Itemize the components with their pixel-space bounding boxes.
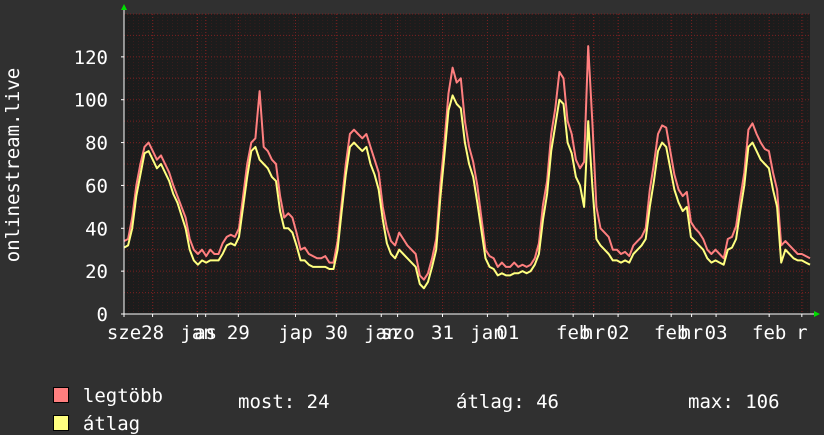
series-line-avg — [123, 94, 811, 290]
y-tick-labels: 0 20 40 60 80 100 120 — [74, 47, 108, 326]
legend-label-avg: átlag — [82, 413, 141, 435]
x-tick-label: feb — [556, 322, 590, 344]
x-tick-label: 01 — [496, 322, 519, 344]
x-tick-label: 30 — [325, 322, 348, 344]
legend-item-avg: átlag — [30, 391, 140, 435]
x-tick-label: jan — [180, 322, 214, 344]
y-tick-label: 100 — [74, 90, 108, 112]
legend-item-max: legtöbb — [30, 363, 163, 407]
x-tick-label: feb — [752, 322, 786, 344]
x-tick-label: feb — [654, 322, 688, 344]
y-tick-label: 20 — [85, 261, 108, 283]
x-tick-label: jan — [470, 322, 504, 344]
x-tick-label: r — [796, 322, 807, 344]
x-tick-label: 02 — [607, 322, 630, 344]
x-axis-arrow — [814, 311, 820, 317]
x-tick-label: hr — [680, 322, 703, 344]
axes — [121, 4, 820, 317]
series-line-max — [123, 45, 811, 281]
x-tick-label: 03 — [705, 322, 728, 344]
legend-swatch-max — [52, 387, 69, 403]
stat-current: most: 24 — [238, 391, 330, 413]
grid — [123, 13, 810, 315]
series-group — [123, 45, 811, 290]
x-tick-label: jan — [364, 322, 398, 344]
y-tick-label: 60 — [85, 175, 108, 197]
stat-average: átlag: 46 — [456, 391, 559, 413]
y-tick-label: 40 — [85, 218, 108, 240]
x-tick-label: 28 — [141, 322, 164, 344]
y-axis-label: onlinestream.live — [2, 68, 24, 262]
x-tick-label: sze — [107, 322, 141, 344]
legend-swatch-avg — [52, 415, 69, 431]
x-tick-label: szo — [380, 322, 414, 344]
x-tick-label: 31 — [431, 322, 454, 344]
y-tick-label: 120 — [74, 47, 108, 69]
x-tick-label: jap — [278, 322, 312, 344]
x-tick-label: hr — [582, 322, 605, 344]
x-tick-label: as — [194, 322, 217, 344]
x-tick-label: 29 — [227, 322, 250, 344]
stat-max: max: 106 — [688, 391, 780, 413]
y-tick-label: 80 — [85, 133, 108, 155]
y-axis-arrow — [121, 4, 127, 10]
y-tick-label: 0 — [97, 304, 108, 326]
legend-label-max: legtöbb — [82, 385, 163, 407]
